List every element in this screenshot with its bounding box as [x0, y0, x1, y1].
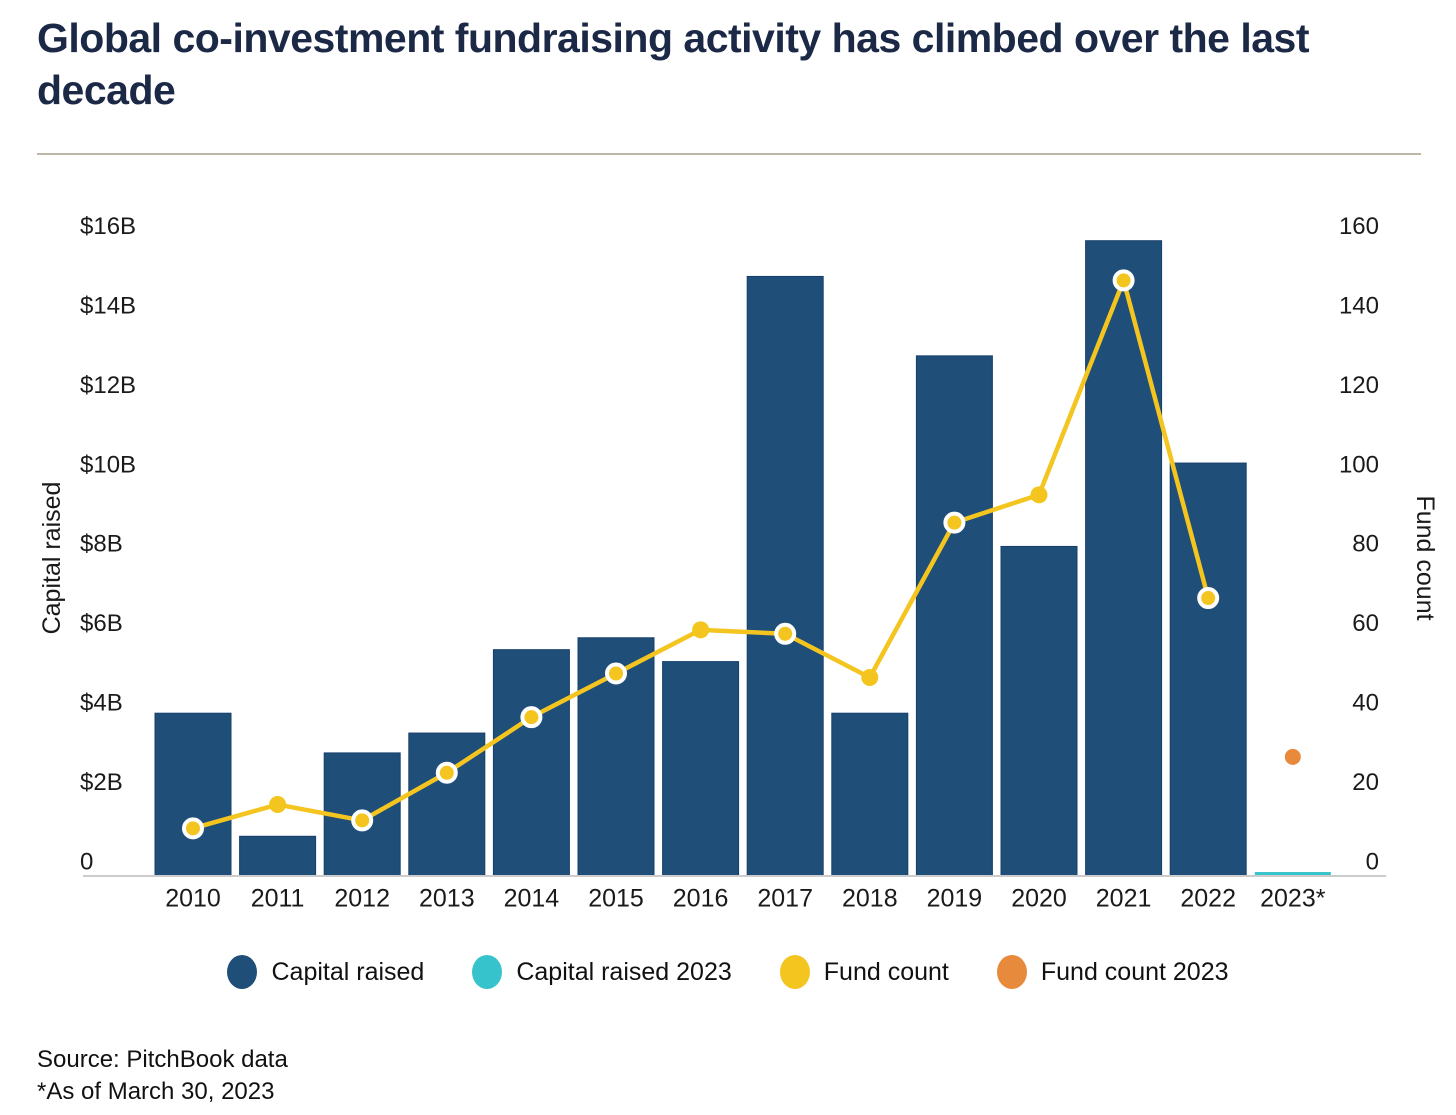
legend-marker-icon [472, 955, 503, 989]
year-label-2012: 2012 [334, 885, 390, 913]
left-tick-$4B: $4B [80, 690, 123, 717]
right-axis-title: Fund count [1411, 495, 1439, 620]
legend-item-capital-raised-2023: Capital raised 2023 [472, 955, 732, 989]
chart-title: Global co-investment fundraising activit… [37, 15, 1310, 114]
legend-label: Fund count 2023 [1040, 957, 1229, 986]
fund-count-dot-2022 [1197, 587, 1220, 610]
legend-marker-icon [227, 955, 258, 989]
fund-count-2023-dot [1284, 748, 1301, 765]
left-tick-$16B: $16B [80, 213, 136, 240]
chart-footer: Source: PitchBook data *As of March 30, … [37, 1044, 288, 1108]
fund-count-dot-2012 [351, 809, 374, 832]
source-note: Source: PitchBook data [37, 1046, 288, 1073]
fund-count-dot-2021 [1112, 269, 1135, 292]
title-divider [37, 153, 1421, 155]
right-tick-60: 60 [1352, 610, 1379, 637]
left-tick-$2B: $2B [80, 769, 123, 796]
bar-2011 [239, 835, 317, 877]
bar-2016 [662, 661, 740, 877]
year-label-2018: 2018 [842, 885, 898, 913]
right-tick-120: 120 [1339, 372, 1379, 399]
fund-count-dot-2019 [943, 511, 966, 534]
year-label-2011: 2011 [251, 885, 305, 913]
left-tick-0: 0 [80, 848, 93, 875]
chart-legend: Capital raised Capital raised 2023 Fund co… [0, 946, 1456, 998]
bar-2014 [492, 649, 570, 877]
bar-2017 [746, 275, 824, 877]
bar-2020 [1000, 545, 1078, 877]
year-label-2015: 2015 [588, 885, 644, 913]
x-axis-year-labels: 2010 2011 2012 2013 2014 2015 2016 2017 2018 2019… [165, 885, 1326, 913]
legend-label: Capital raised [271, 957, 425, 986]
year-label-2013: 2013 [419, 885, 475, 913]
bar-2010 [154, 712, 232, 877]
right-tick-140: 140 [1339, 292, 1379, 319]
bar-2023* [1254, 872, 1331, 876]
legend-item-fund-count: Fund count [779, 955, 949, 989]
bar-2021 [1085, 240, 1163, 877]
year-label-2019: 2019 [927, 885, 983, 913]
fund-count-dot-2018 [861, 668, 879, 686]
legend-marker-icon [996, 955, 1027, 989]
right-tick-40: 40 [1352, 690, 1379, 717]
asof-note: *As of March 30, 2023 [37, 1078, 275, 1105]
bar-2019 [915, 355, 993, 877]
year-label-2023*: 2023* [1260, 885, 1326, 913]
fund-count-dot-2015 [605, 662, 627, 685]
legend-label: Fund count [823, 957, 949, 986]
left-tick-$14B: $14B [80, 292, 136, 319]
fund-count-dot-2011 [269, 796, 287, 814]
co-investment-combo-chart: $16B $14B $12B $10B $8B $6B $4B $2B 0 160 140 120 10… [38, 213, 1439, 913]
right-tick-80: 80 [1352, 531, 1379, 558]
left-tick-$8B: $8B [80, 531, 123, 558]
left-tick-$6B: $6B [80, 610, 123, 637]
fund-count-dot-2016 [692, 621, 710, 639]
fund-count-dots [182, 269, 1220, 840]
left-tick-$10B: $10B [80, 451, 136, 478]
legend-item-fund-count-2023: Fund count 2023 [996, 955, 1229, 989]
left-axis-title: Capital raised [38, 482, 66, 635]
legend-item-capital-raised: Capital raised [227, 955, 424, 989]
fund-count-dot-2014 [520, 706, 543, 729]
capital-raised-bars [154, 240, 1331, 877]
year-label-2021: 2021 [1096, 885, 1152, 913]
right-tick-0: 0 [1366, 848, 1379, 875]
fund-count-dot-2013 [435, 761, 458, 784]
right-tick-20: 20 [1352, 769, 1379, 796]
bar-2018 [831, 712, 909, 877]
legend-label: Capital raised 2023 [516, 957, 732, 986]
right-tick-100: 100 [1339, 451, 1379, 478]
fund-count-dot-2010 [182, 817, 204, 840]
year-label-2014: 2014 [504, 885, 560, 913]
year-label-2017: 2017 [757, 885, 813, 913]
year-label-2010: 2010 [165, 885, 221, 913]
left-tick-$12B: $12B [80, 372, 136, 399]
year-label-2020: 2020 [1011, 885, 1067, 913]
right-tick-160: 160 [1339, 213, 1379, 240]
fund-count-dot-2020 [1030, 486, 1048, 504]
legend-marker-icon [779, 955, 810, 989]
year-label-2016: 2016 [673, 885, 729, 913]
fund-count-dot-2017 [774, 622, 797, 645]
bar-2022 [1169, 462, 1247, 877]
year-label-2022: 2022 [1180, 885, 1236, 913]
axis-tick-labels: $16B $14B $12B $10B $8B $6B $4B $2B 0 160 140 120 10… [80, 213, 1379, 875]
